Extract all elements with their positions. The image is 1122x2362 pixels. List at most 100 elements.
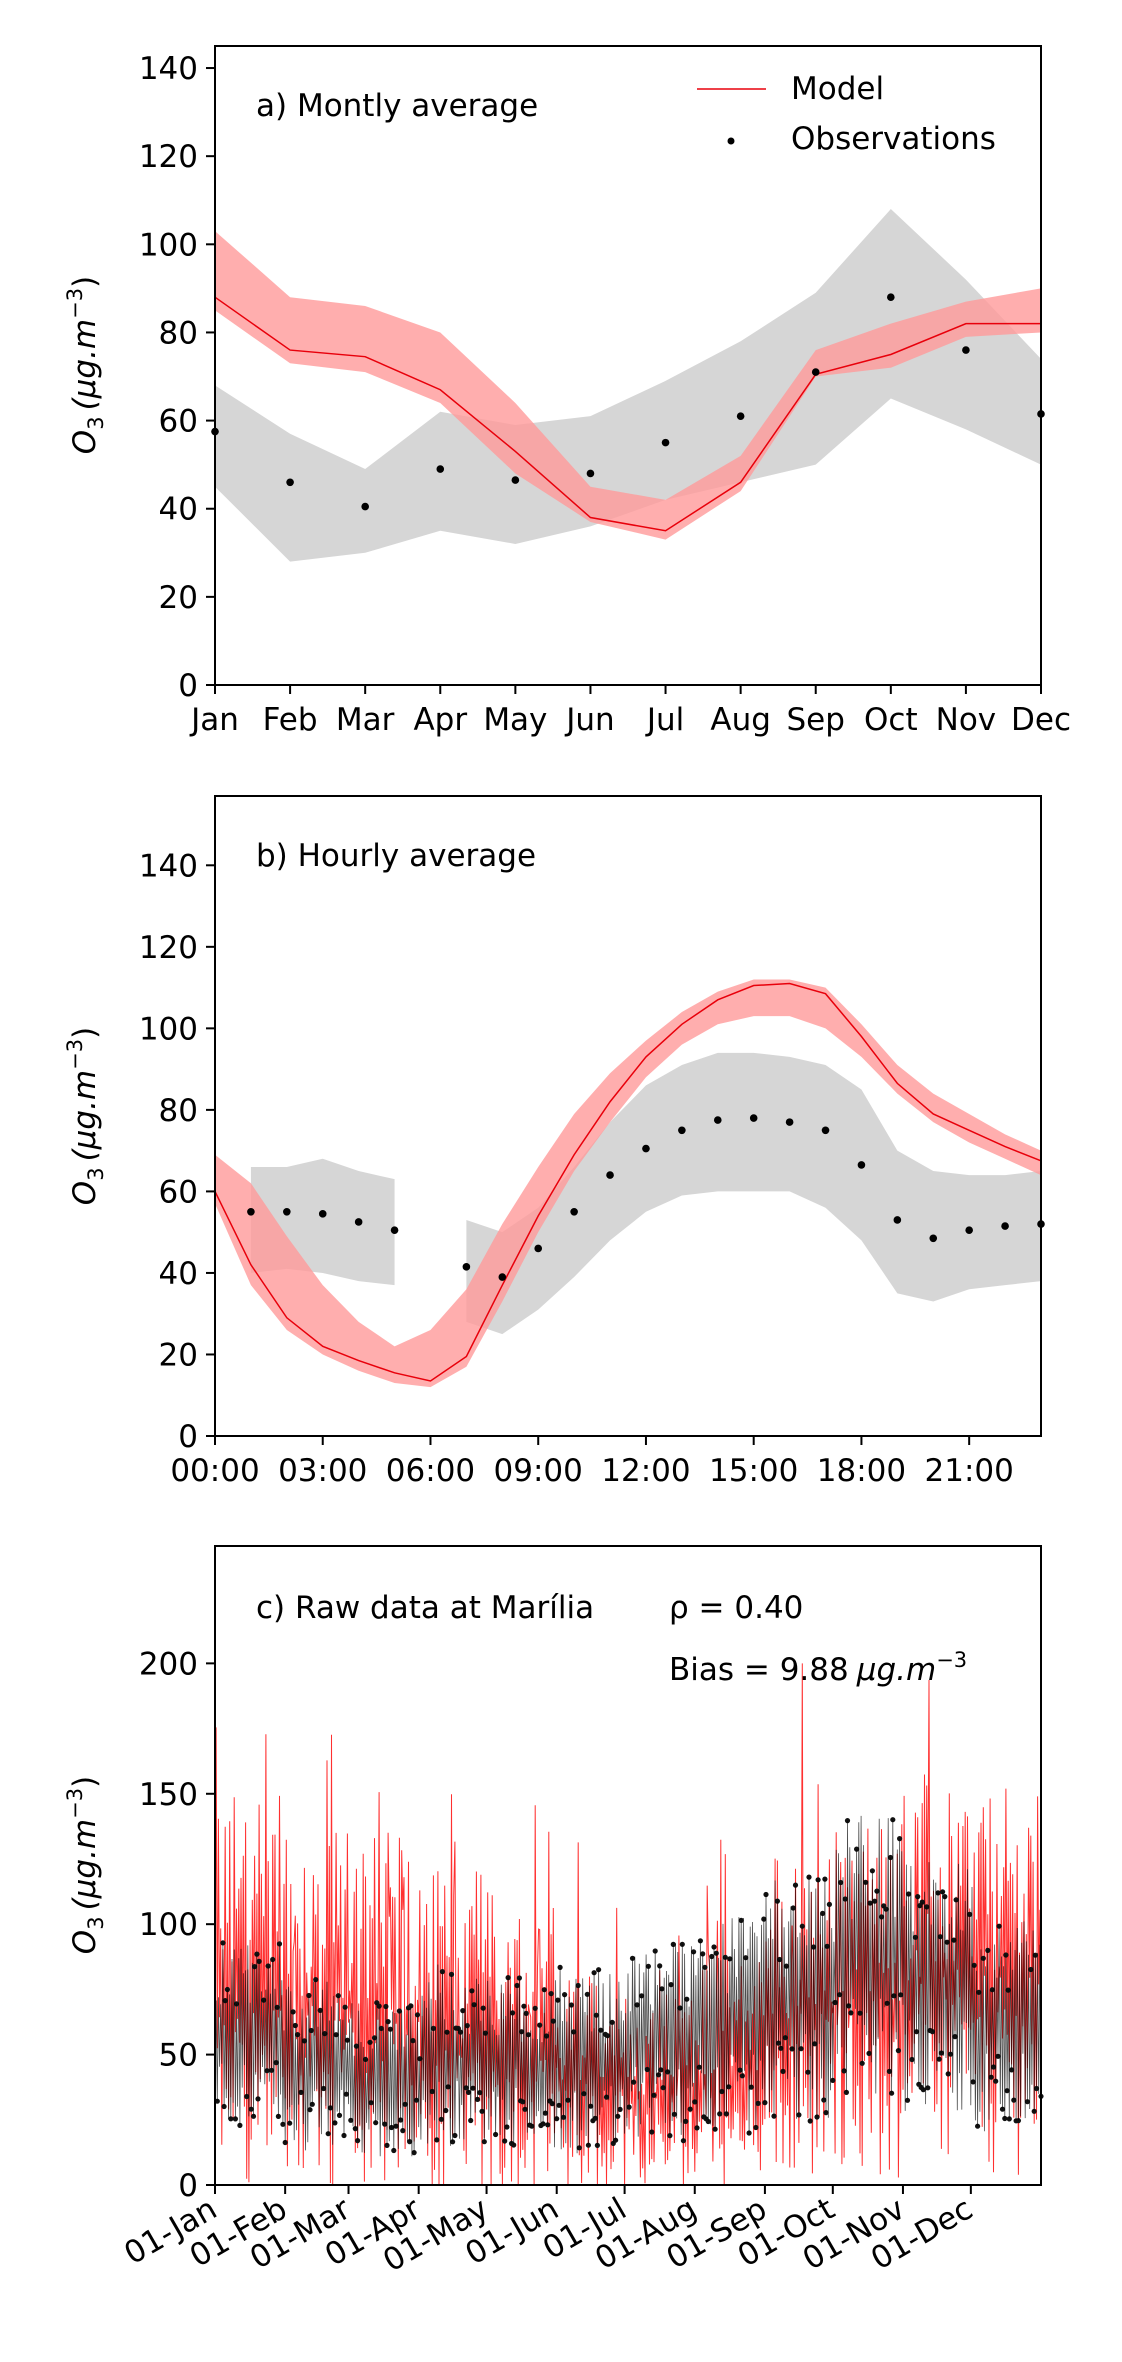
x-tick-label: 18:00 <box>817 1453 906 1489</box>
panel-c-frame <box>214 1545 1042 2186</box>
panel-c-rho: ρ = 0.40 <box>669 1590 803 1626</box>
x-tick-label: Aug <box>710 702 771 738</box>
y-tick-label: 150 <box>139 1777 198 1813</box>
x-tick-label: 12:00 <box>601 1453 690 1489</box>
x-tick-label: Sep <box>787 702 845 738</box>
y-tick-label: 50 <box>159 2038 198 2074</box>
obs-point <box>511 476 520 484</box>
obs-point <box>929 1234 938 1243</box>
obs-point <box>811 368 820 376</box>
x-tick-label: Jun <box>564 702 614 738</box>
panel-b-xticks: 00:00 03:00 06:00 09:00 12:00 15:00 18:00 21:00 <box>170 1436 1014 1489</box>
y-tick-label: 80 <box>159 315 198 351</box>
obs-point <box>286 478 294 487</box>
model-series-line <box>214 982 1042 1382</box>
x-tick-label: Oct <box>864 702 918 738</box>
y-tick-label: 20 <box>159 1337 198 1373</box>
panel-c-obs-trace <box>214 1815 1044 2157</box>
obs-point <box>534 1244 543 1253</box>
y-tick-label: 140 <box>139 848 198 884</box>
y-tick-label: 0 <box>178 668 198 704</box>
obs-band-area <box>466 1052 1041 1335</box>
panel-a-obs-points <box>211 293 1045 511</box>
panel-a-frame <box>214 45 1042 686</box>
y-tick-label: 20 <box>159 580 198 616</box>
panel-c-xticks: 01-Jan01-Feb01-Mar01-Apr01-May01-Jun01-J… <box>118 2185 979 2279</box>
obs-point <box>661 438 670 447</box>
panel-c-annotation: c) Raw data at Marília <box>256 1590 594 1626</box>
y-tick-label: 80 <box>159 1093 198 1129</box>
obs-point <box>821 1126 830 1135</box>
panel-c-bias: Bias = 9.88 μg.m−3 <box>669 1648 967 1688</box>
obs-point <box>965 1226 973 1234</box>
panel-a-ylabel: O3(μg.m−3) <box>63 276 108 454</box>
panel-b-annotation: b) Hourly average <box>256 838 536 874</box>
obs-point <box>247 1207 255 1216</box>
obs-point <box>283 1207 291 1216</box>
x-tick-label: Jul <box>645 702 684 738</box>
legend-model-label: Model <box>791 71 884 107</box>
obs-point <box>390 1226 399 1234</box>
x-tick-label: Jan <box>189 702 239 738</box>
panel-b-hourly-average: 0 20 40 60 80 100 120 140 00:00 03:00 06:00 09:00 1… <box>63 795 1045 1489</box>
obs-point <box>436 465 445 473</box>
panel-a-yticks: 0 20 40 60 80 100 120 140 <box>139 51 215 704</box>
panel-b-model-band <box>215 979 1041 1388</box>
panel-b-yticks: 0 20 40 60 80 100 120 140 <box>139 848 215 1455</box>
obs-point <box>1001 1222 1009 1230</box>
legend-observations-label: Observations <box>791 121 996 157</box>
legend: Model Observations <box>697 71 996 157</box>
panel-a-obs-band <box>215 209 1041 562</box>
panel-a-model-line <box>214 296 1041 532</box>
y-tick-label: 120 <box>139 930 198 966</box>
x-tick-label: 06:00 <box>386 1453 475 1489</box>
y-tick-label: 100 <box>139 227 198 263</box>
y-tick-label: 200 <box>139 1646 198 1682</box>
obs-point <box>893 1216 902 1224</box>
obs-point <box>354 1218 363 1226</box>
x-tick-label: Apr <box>413 702 467 738</box>
panel-a-annotation: a) Montly average <box>256 88 538 124</box>
y-tick-label: 40 <box>159 1256 198 1292</box>
obs-point <box>361 502 369 511</box>
x-tick-label: 00:00 <box>170 1453 259 1489</box>
y-tick-label: 140 <box>139 51 198 87</box>
x-tick-label: May <box>483 702 547 738</box>
obs-point <box>318 1210 327 1218</box>
obs-point <box>736 412 745 420</box>
x-tick-label: Dec <box>1011 702 1071 738</box>
y-tick-label: 100 <box>139 1011 198 1047</box>
panel-b-model-line <box>214 982 1042 1382</box>
obs-point <box>642 1144 650 1153</box>
legend-observations-swatch <box>727 137 735 145</box>
x-tick-label: Feb <box>263 702 318 738</box>
obs-point <box>785 1118 794 1126</box>
y-tick-label: 60 <box>159 1174 198 1210</box>
y-tick-label: 40 <box>159 492 198 528</box>
x-tick-label: 09:00 <box>494 1453 583 1489</box>
panel-b-frame <box>214 795 1042 1437</box>
panel-c-raw-data: 0 50 100 150 200 01-Jan01-Feb01-Mar01-Apr01-… <box>63 1545 1044 2279</box>
y-tick-label: 0 <box>178 1419 198 1455</box>
obs-point <box>606 1171 614 1179</box>
x-tick-label: 03:00 <box>278 1453 367 1489</box>
x-tick-label: 15:00 <box>709 1453 798 1489</box>
obs-point <box>887 293 895 301</box>
model-band-area <box>215 979 1041 1388</box>
panel-a-xticks: Jan Feb Mar Apr May Jun Jul Aug Sep Oct Nov Dec <box>189 685 1071 738</box>
panel-c-yticks: 0 50 100 150 200 <box>139 1646 215 2204</box>
x-tick-label: Mar <box>336 702 395 738</box>
x-tick-label: 21:00 <box>925 1453 1014 1489</box>
panel-c-ylabel: O3(μg.m−3) <box>63 1776 108 1954</box>
obs-point <box>570 1207 578 1216</box>
obs-point <box>462 1263 471 1271</box>
y-tick-label: 100 <box>139 1907 198 1943</box>
y-tick-label: 120 <box>139 139 198 175</box>
obs-point <box>962 346 970 354</box>
panel-b-obs-points <box>247 1114 1045 1281</box>
obs-point <box>678 1126 686 1135</box>
obs-point <box>857 1161 866 1169</box>
obs-point <box>749 1114 758 1122</box>
obs-point <box>498 1273 507 1281</box>
